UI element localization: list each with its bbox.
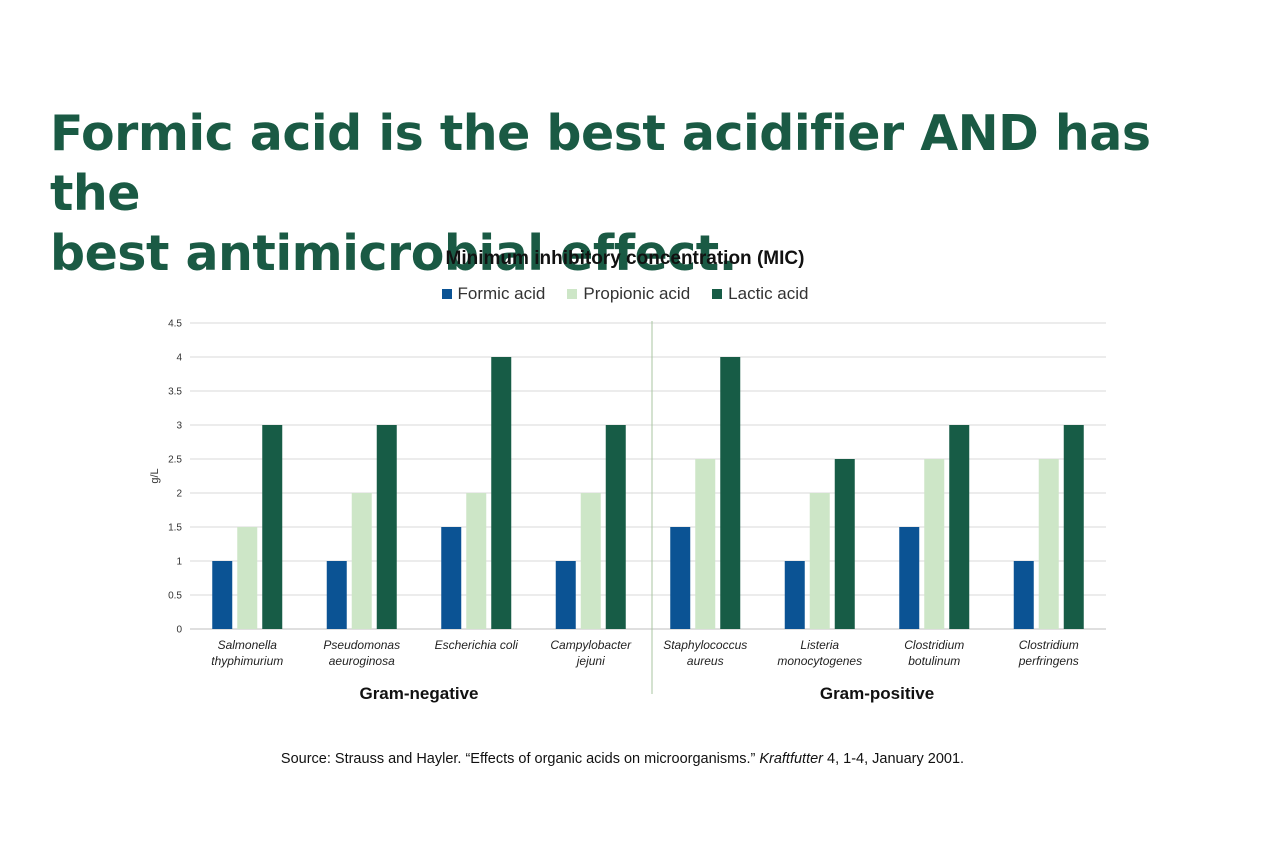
bar xyxy=(720,357,741,629)
bar xyxy=(441,527,462,629)
x-tick-label: Staphylococcus xyxy=(663,638,747,652)
y-tick-label: 1 xyxy=(176,557,182,568)
x-tick-label: aureus xyxy=(687,654,724,668)
x-tick-label: Salmonella xyxy=(218,638,278,652)
bar xyxy=(949,425,970,629)
bar xyxy=(924,459,945,629)
x-tick-label: Escherichia coli xyxy=(435,638,519,652)
slide-title-line-1: Formic acid is the best acidifier AND ha… xyxy=(50,105,1151,222)
chart-title: Minimum inhibitory concentration (MIC) xyxy=(445,248,805,269)
y-tick-label: 0 xyxy=(176,625,182,636)
bar xyxy=(326,561,347,629)
x-tick-label: Listeria xyxy=(800,638,839,652)
bar xyxy=(466,493,487,629)
y-tick-label: 3.5 xyxy=(168,387,182,398)
x-tick-label: perfringens xyxy=(1018,654,1079,668)
x-tick-label: thyphimurium xyxy=(211,654,283,668)
x-tick-label: Campylobacter xyxy=(550,638,632,652)
source-citation: Source: Strauss and Hayler. “Effects of … xyxy=(0,751,1245,767)
y-tick-label: 0.5 xyxy=(168,591,182,602)
bar xyxy=(670,527,691,629)
x-tick-label: Pseudomonas xyxy=(323,638,400,652)
y-tick-label: 2.5 xyxy=(168,455,182,466)
bar xyxy=(834,459,855,629)
x-tick-label: jejuni xyxy=(575,654,605,668)
y-tick-label: 3 xyxy=(176,421,182,432)
x-tick-label: botulinum xyxy=(908,654,960,668)
bar xyxy=(212,561,233,629)
bar xyxy=(1038,459,1059,629)
source-prefix: Source: Strauss and Hayler. “Effects of … xyxy=(280,751,760,767)
bar xyxy=(899,527,920,629)
bar xyxy=(262,425,283,629)
legend-label-propionic: Propionic acid xyxy=(583,284,691,303)
y-axis-label: g/L xyxy=(149,468,161,483)
group-label: Gram-positive xyxy=(820,684,934,703)
legend-swatch-lactic xyxy=(712,289,723,299)
legend-swatch-propionic xyxy=(567,289,578,299)
bar xyxy=(695,459,716,629)
x-tick-label: aeuroginosa xyxy=(329,654,395,668)
legend-item-formic: Formic acid xyxy=(441,284,546,304)
y-tick-label: 4.5 xyxy=(168,319,182,330)
source-journal: Kraftfutter xyxy=(759,751,824,767)
legend-swatch-formic xyxy=(441,289,452,299)
bar xyxy=(1013,561,1034,629)
bar xyxy=(351,493,372,629)
bar xyxy=(580,493,601,629)
legend-label-lactic: Lactic acid xyxy=(728,284,809,303)
x-tick-label: monocytogenes xyxy=(777,654,862,668)
legend-item-lactic: Lactic acid xyxy=(712,284,808,304)
x-tick-label: Clostridium xyxy=(904,638,964,652)
legend-item-propionic: Propionic acid xyxy=(567,284,690,304)
x-tick-label: Clostridium xyxy=(1019,638,1079,652)
bar xyxy=(809,493,830,629)
bar xyxy=(1063,425,1084,629)
y-tick-label: 2 xyxy=(176,489,182,500)
y-tick-label: 4 xyxy=(176,353,182,364)
source-suffix: 4, 1-4, January 2001. xyxy=(823,751,965,767)
bar xyxy=(237,527,258,629)
group-label: Gram-negative xyxy=(359,684,478,703)
bar xyxy=(491,357,512,629)
slide-title-line-2: best antimicrobial effect. xyxy=(50,225,737,282)
legend-label-formic: Formic acid xyxy=(457,284,546,303)
y-tick-label: 1.5 xyxy=(168,523,182,534)
slide-title: Formic acid is the best acidifier AND ha… xyxy=(50,104,1230,284)
bar xyxy=(376,425,397,629)
chart-legend: Formic acid Propionic acid Lactic acid xyxy=(0,284,1250,304)
bar xyxy=(555,561,576,629)
bar xyxy=(605,425,626,629)
bar xyxy=(784,561,805,629)
